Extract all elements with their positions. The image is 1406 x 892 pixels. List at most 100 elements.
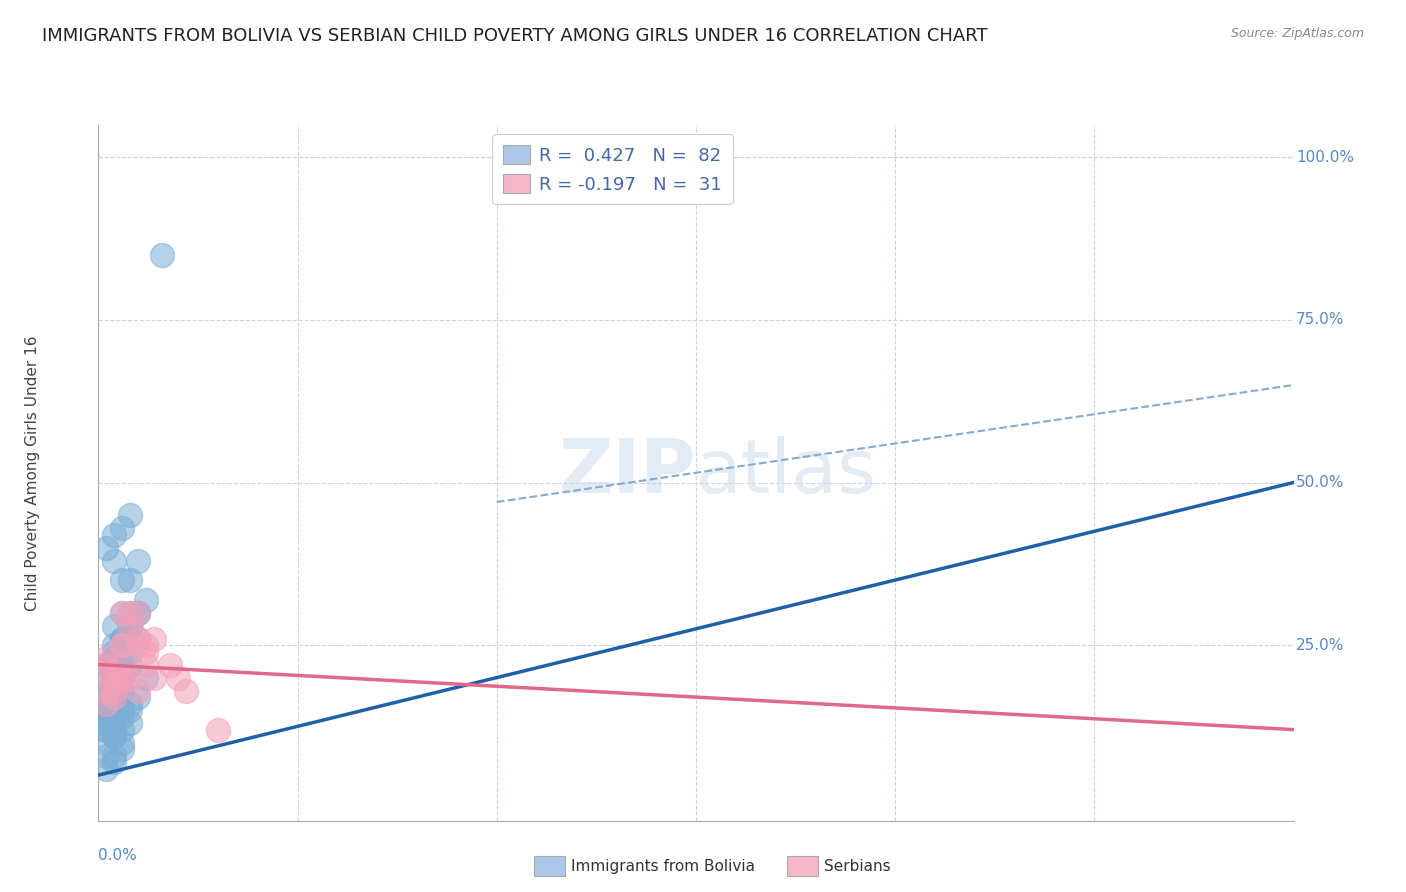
Point (96, 697, 118, 711)
Point (120, 703, 142, 717)
Point (96, 677, 118, 691)
Point (111, 671, 134, 685)
Text: ZIP: ZIP (558, 436, 696, 509)
Text: 75.0%: 75.0% (1296, 312, 1344, 327)
Point (120, 573, 142, 587)
Text: 25.0%: 25.0% (1296, 638, 1344, 653)
Point (96, 683, 118, 698)
Point (96, 657, 118, 672)
Point (103, 671, 125, 685)
Point (127, 553, 149, 567)
Text: IMMIGRANTS FROM BOLIVIA VS SERBIAN CHILD POVERTY AMONG GIRLS UNDER 16 CORRELATIO: IMMIGRANTS FROM BOLIVIA VS SERBIAN CHILD… (42, 27, 988, 45)
Point (103, 618, 125, 632)
Point (207, 723, 229, 737)
Point (96, 690, 118, 704)
Point (111, 521, 134, 535)
Point (96, 697, 118, 711)
Text: 0.0%: 0.0% (98, 848, 138, 863)
Point (120, 657, 142, 672)
Point (96, 723, 118, 737)
Point (120, 618, 142, 632)
Point (103, 683, 125, 698)
Point (103, 703, 125, 717)
Point (127, 690, 149, 704)
Point (120, 618, 142, 632)
Point (103, 755, 125, 769)
Point (120, 716, 142, 731)
Point (120, 618, 142, 632)
Point (103, 638, 125, 652)
Text: Source: ZipAtlas.com: Source: ZipAtlas.com (1230, 27, 1364, 40)
Point (96, 657, 118, 672)
Point (159, 657, 181, 672)
Point (103, 671, 125, 685)
Point (96, 723, 118, 737)
Point (96, 683, 118, 698)
Point (127, 632, 149, 646)
Point (96, 748, 118, 763)
Point (103, 709, 125, 723)
Point (103, 729, 125, 743)
Point (120, 606, 142, 620)
Point (127, 632, 149, 646)
Point (96, 541, 118, 555)
Point (111, 736, 134, 750)
Point (96, 709, 118, 723)
Point (103, 677, 125, 691)
Point (103, 677, 125, 691)
Point (96, 697, 118, 711)
Point (96, 651, 118, 665)
Point (111, 573, 134, 587)
Point (111, 657, 134, 672)
Point (135, 657, 157, 672)
Point (111, 657, 134, 672)
Point (111, 723, 134, 737)
Point (143, 632, 166, 646)
Point (103, 671, 125, 685)
Point (111, 657, 134, 672)
Point (103, 671, 125, 685)
Point (127, 606, 149, 620)
Point (103, 683, 125, 698)
Point (103, 716, 125, 731)
Point (127, 638, 149, 652)
Point (103, 729, 125, 743)
Point (111, 657, 134, 672)
Point (111, 638, 134, 652)
Point (103, 690, 125, 704)
Text: Serbians: Serbians (824, 859, 890, 873)
Point (111, 671, 134, 685)
Point (143, 671, 166, 685)
Point (135, 638, 157, 652)
Point (96, 697, 118, 711)
Point (135, 592, 157, 607)
Point (111, 671, 134, 685)
Point (96, 762, 118, 776)
Text: Immigrants from Bolivia: Immigrants from Bolivia (571, 859, 755, 873)
Text: 50.0%: 50.0% (1296, 475, 1344, 490)
Point (120, 671, 142, 685)
Point (103, 677, 125, 691)
Point (111, 703, 134, 717)
Point (96, 664, 118, 678)
Point (120, 697, 142, 711)
Point (111, 742, 134, 756)
Point (135, 671, 157, 685)
Point (127, 683, 149, 698)
Point (103, 723, 125, 737)
Point (96, 736, 118, 750)
Point (96, 716, 118, 731)
Point (103, 690, 125, 704)
Point (103, 748, 125, 763)
Point (111, 606, 134, 620)
Point (135, 644, 157, 658)
Text: 100.0%: 100.0% (1296, 150, 1354, 165)
Point (174, 683, 197, 698)
Point (111, 709, 134, 723)
Point (103, 553, 125, 567)
Point (96, 716, 118, 731)
Point (111, 606, 134, 620)
Point (111, 683, 134, 698)
Point (111, 638, 134, 652)
Point (120, 618, 142, 632)
